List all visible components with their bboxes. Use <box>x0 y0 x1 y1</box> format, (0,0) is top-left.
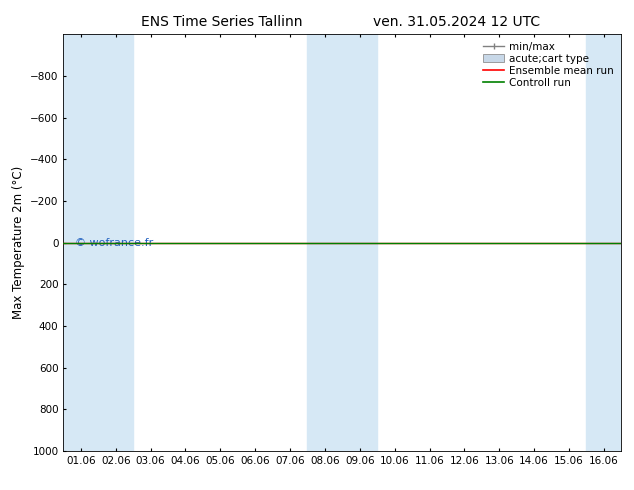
Bar <box>342 34 377 451</box>
Bar <box>63 34 98 451</box>
Text: ven. 31.05.2024 12 UTC: ven. 31.05.2024 12 UTC <box>373 15 540 29</box>
Text: © wofrance.fr: © wofrance.fr <box>75 238 153 247</box>
Text: ENS Time Series Tallinn: ENS Time Series Tallinn <box>141 15 302 29</box>
Bar <box>98 34 133 451</box>
Bar <box>586 34 621 451</box>
Y-axis label: Max Temperature 2m (°C): Max Temperature 2m (°C) <box>11 166 25 319</box>
Bar <box>307 34 342 451</box>
Legend: min/max, acute;cart type, Ensemble mean run, Controll run: min/max, acute;cart type, Ensemble mean … <box>481 40 616 90</box>
